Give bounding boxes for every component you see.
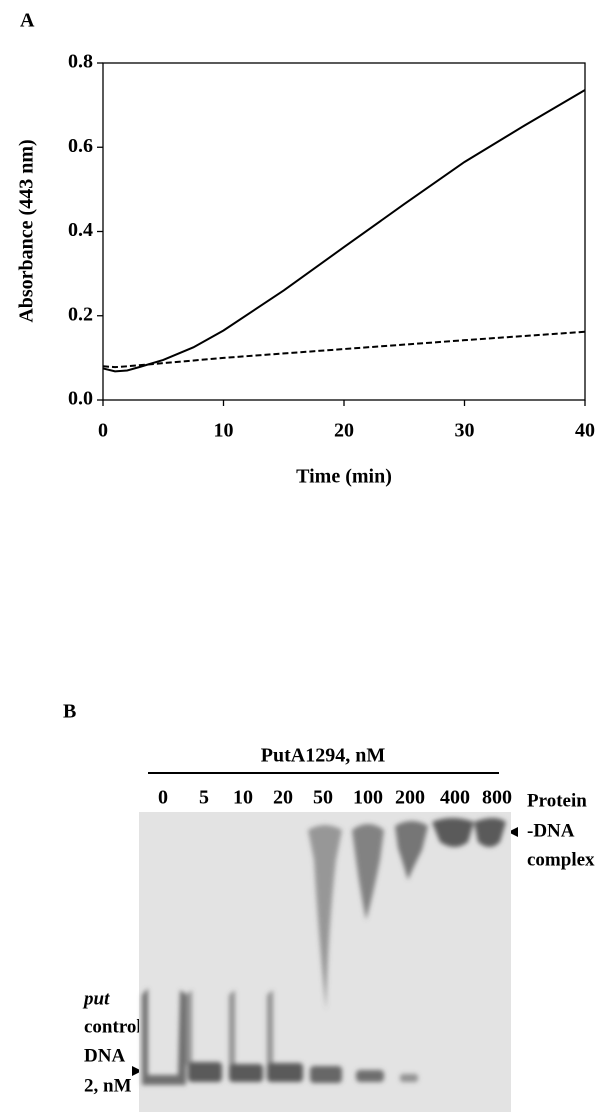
lane-labels: 0 5 10 20 50 100 200 400 800 [158,787,512,809]
lane-label: 400 [440,787,470,809]
lane-label: 100 [353,787,383,809]
lane-label: 50 [313,787,333,809]
panel-label: B [63,701,76,723]
x-tick-label: 20 [334,420,354,442]
gel-title: PutA1294, nM [261,745,386,767]
complex-label: Protein [527,790,587,811]
lane-label: 800 [482,787,512,809]
x-tick-label: 40 [575,420,595,442]
lane-label: 0 [158,787,168,809]
complex-label: -DNA [527,820,575,841]
gel-image [139,812,511,1112]
y-tick-label: 0.4 [68,219,93,241]
x-tick-label: 10 [214,420,234,442]
bands [142,818,506,1085]
plot-frame [102,62,586,401]
x-axis-label: Time (min) [296,466,392,488]
y-axis-label: Absorbance (443 nm) [16,139,38,322]
data-line [102,330,586,369]
lane-label: 5 [199,787,209,809]
plot-area: 0.0 0.2 0.4 0.6 0.8 0 10 20 30 40 [68,51,595,442]
x-tick-label: 30 [455,420,475,442]
y-tick-label: 0.8 [68,51,93,73]
arrow [132,1066,142,1076]
dna-label: 2, nM [84,1075,132,1096]
complex-label: complex [527,849,595,870]
dna-label: control [84,1016,142,1037]
y-tick-label: 0.2 [68,303,93,325]
data-line [102,89,586,373]
panel-label: A [20,10,35,32]
lane-label: 200 [395,787,425,809]
dna-label: DNA [84,1045,125,1066]
lane-label: 20 [273,787,293,809]
lane-label: 10 [233,787,253,809]
y-tick-label: 0.0 [68,388,93,410]
x-tick-label: 0 [98,420,108,442]
dna-label: put [82,988,110,1009]
y-tick-label: 0.6 [68,135,93,157]
arrow [508,827,518,837]
